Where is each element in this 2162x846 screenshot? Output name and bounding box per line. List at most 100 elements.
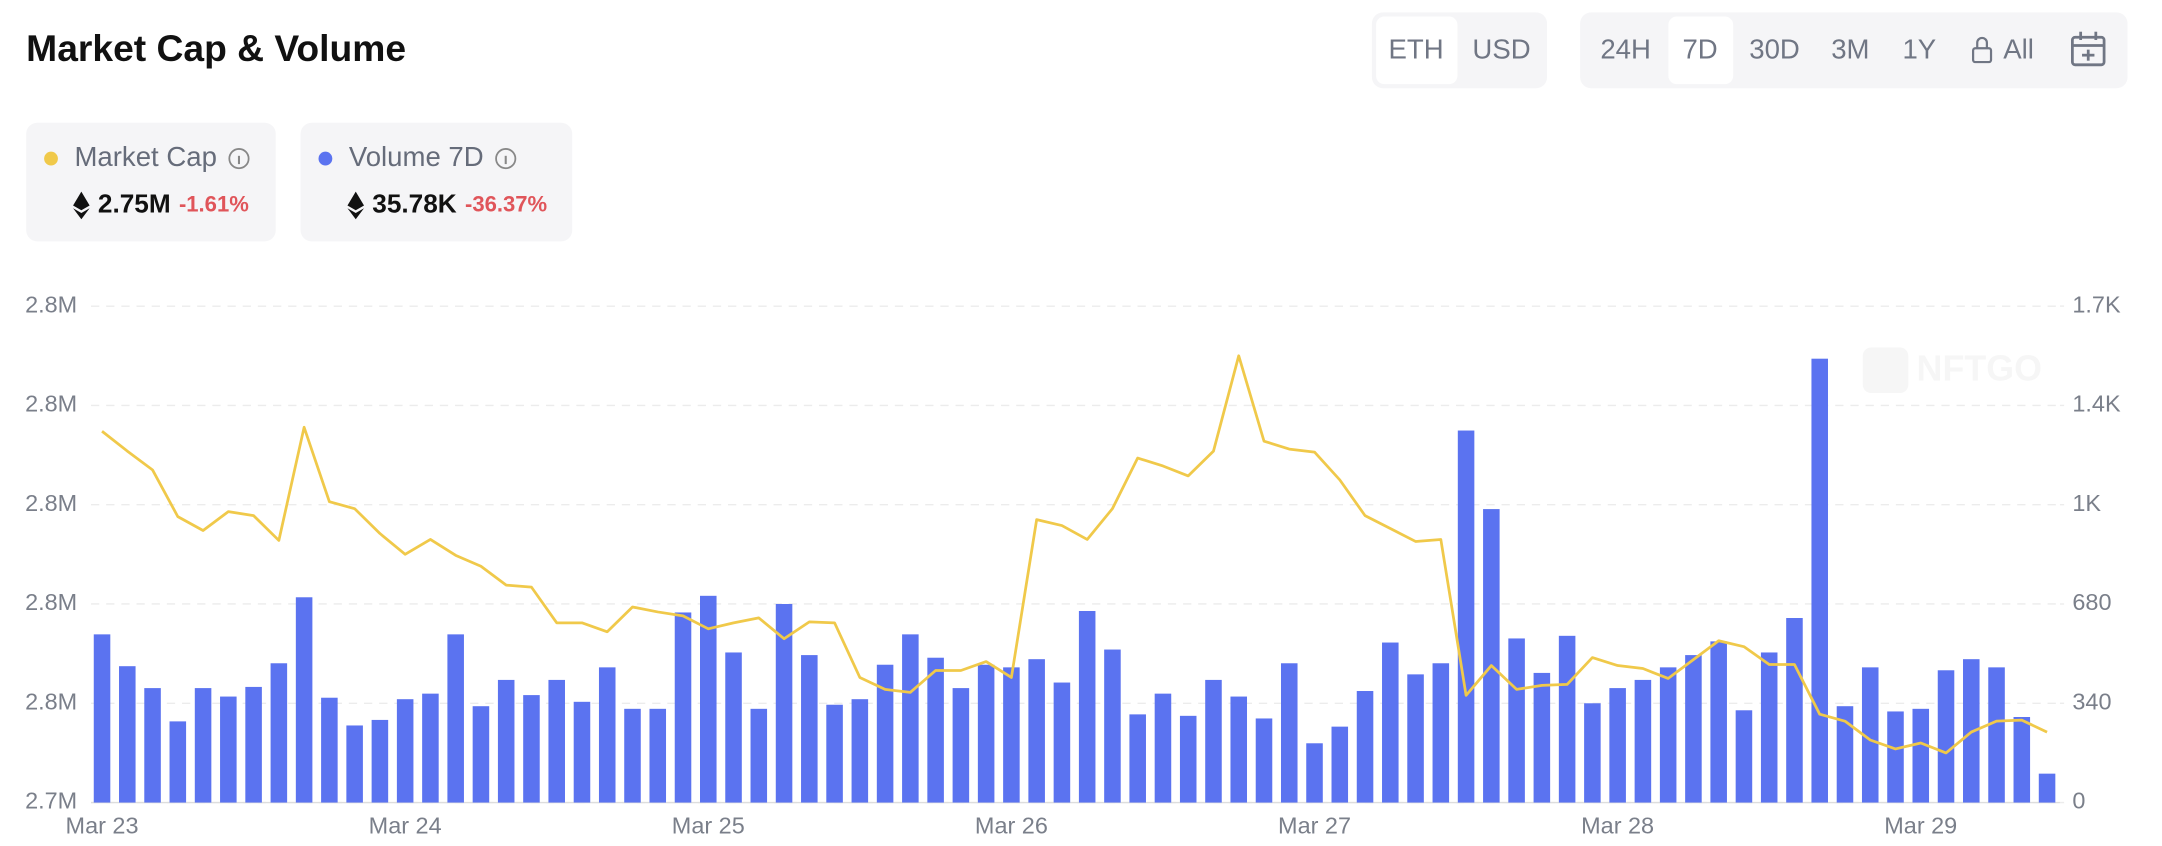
x-tick-label: Mar 25: [672, 813, 745, 839]
volume-bar: [1912, 708, 1930, 803]
lock-icon: [1971, 36, 1993, 64]
volume-bar: [1179, 715, 1197, 803]
volume-bar: [194, 688, 212, 803]
volume-bar: [169, 721, 187, 803]
range-option[interactable]: 24H: [1600, 33, 1651, 64]
x-tick-label: Mar 26: [975, 813, 1048, 839]
volume-bar: [1685, 655, 1702, 803]
volume-bar: [144, 688, 161, 803]
y-tick-label: 2.8M: [25, 589, 77, 615]
volume-bar: [1937, 670, 1955, 803]
volume-bar: [1078, 610, 1096, 803]
volume-bar: [447, 634, 464, 803]
volume-bar: [1659, 667, 1677, 803]
volume-bar: [1836, 706, 1854, 803]
y2-tick-label: 680: [2072, 589, 2111, 615]
watermark-text: NFTGO: [1917, 348, 2042, 388]
volume-bar: [952, 688, 970, 803]
volume-bar: [245, 686, 262, 803]
volume-bar: [1988, 667, 2005, 803]
summary-change: -36.37%: [465, 191, 548, 216]
eth-icon: [73, 191, 90, 220]
volume-bar: [1634, 679, 1652, 803]
title: Market Cap & Volume: [26, 27, 406, 69]
y2-tick-label: 1.4K: [2072, 391, 2121, 417]
range-option[interactable]: 7D: [1682, 33, 1717, 64]
y2-tick-label: 1K: [2072, 490, 2101, 516]
range-option[interactable]: 3M: [1831, 33, 1869, 64]
volume-bar: [902, 634, 919, 803]
volume-bar: [700, 595, 717, 803]
currency-option[interactable]: USD: [1472, 33, 1530, 64]
volume-bar: [1230, 696, 1248, 803]
market-cap-line: [101, 354, 2048, 755]
volume-bar: [598, 667, 616, 803]
volume-bar: [371, 719, 389, 803]
volume-bar: [927, 657, 944, 803]
y2-tick-label: 1.7K: [2072, 291, 2121, 317]
y-tick-label: 2.8M: [25, 490, 77, 516]
volume-bar: [396, 699, 414, 803]
volume-bar: [1003, 667, 1020, 803]
info-icon: [228, 148, 250, 170]
y-tick-label: 2.8M: [25, 391, 77, 417]
volume-bar: [2038, 773, 2056, 803]
y2-tick-label: 340: [2072, 688, 2111, 714]
volume-bar: [1887, 711, 1904, 803]
summary-value: 35.78K: [372, 188, 457, 218]
y-tick-label: 2.8M: [25, 291, 77, 317]
range-option[interactable]: All: [2003, 33, 2034, 64]
volume-bar: [523, 695, 540, 803]
volume-bar: [321, 697, 338, 803]
volume-bar: [1533, 672, 1551, 803]
calendar-icon[interactable]: [2070, 31, 2106, 67]
info-icon: [495, 148, 517, 170]
volume-bar: [1811, 358, 1828, 803]
volume-bar: [346, 725, 363, 803]
volume-bar: [1735, 710, 1753, 803]
volume-bar: [1760, 652, 1778, 803]
volume-bar: [624, 708, 641, 803]
selected-bg: [1376, 16, 1458, 85]
volume-bar: [1584, 703, 1601, 803]
currency-option[interactable]: ETH: [1388, 33, 1443, 64]
volume-bar: [497, 679, 515, 803]
volume-bar: [674, 612, 692, 803]
volume-bar: [1407, 674, 1424, 803]
volume-bar: [1786, 618, 1803, 803]
volume-bar: [472, 706, 490, 803]
volume-bar: [1382, 642, 1399, 803]
volume-bar: [422, 693, 439, 803]
volume-bar: [1710, 641, 1727, 803]
range-option[interactable]: 1Y: [1902, 33, 1936, 64]
volume-bar: [876, 664, 894, 803]
x-tick-label: Mar 28: [1581, 813, 1654, 839]
summary-change: -1.61%: [179, 191, 249, 216]
volume-bar: [826, 704, 843, 803]
range-option[interactable]: 30D: [1749, 33, 1800, 64]
legend-label: Volume 7D: [349, 141, 484, 172]
volume-bar: [1558, 635, 1576, 803]
volume-bar: [295, 597, 313, 803]
volume-bar: [725, 652, 742, 803]
legend-dot: [318, 151, 333, 166]
y2-tick-label: 0: [2072, 788, 2085, 814]
selected-bg: [1668, 16, 1734, 85]
x-tick-label: Mar 27: [1278, 813, 1351, 839]
volume-bar: [119, 666, 136, 803]
volume-bar: [1356, 691, 1374, 803]
volume-bar: [1508, 638, 1525, 803]
volume-bar: [548, 679, 565, 803]
volume-bar: [1028, 659, 1045, 803]
volume-bar: [1861, 667, 1879, 803]
volume-bar: [1280, 663, 1298, 803]
volume-bar: [1255, 718, 1273, 803]
x-tick-label: Mar 29: [1884, 813, 1957, 839]
volume-bar: [1306, 743, 1323, 803]
y-tick-label: 2.7M: [25, 788, 77, 814]
volume-bar: [1205, 679, 1222, 803]
volume-bar: [1457, 430, 1475, 803]
volume-bar: [1432, 663, 1450, 803]
volume-bar: [977, 664, 995, 803]
volume-bar: [1129, 714, 1146, 803]
